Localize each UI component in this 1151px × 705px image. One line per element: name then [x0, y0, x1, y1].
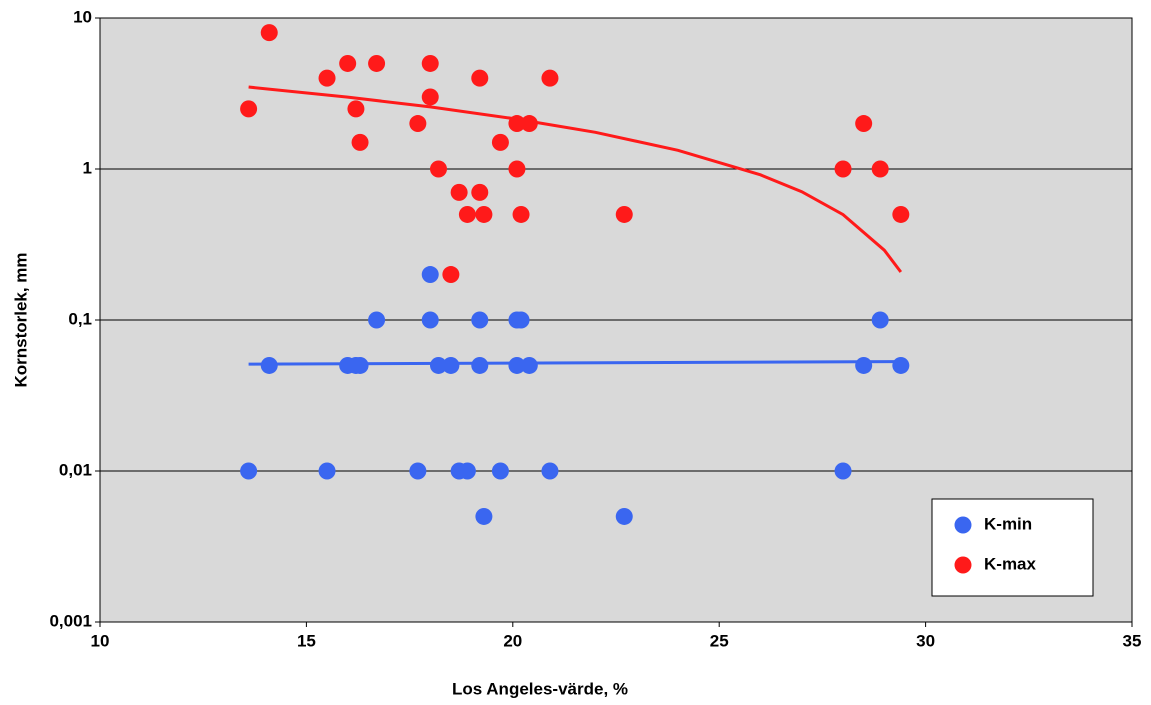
- point: [260, 356, 278, 374]
- y-tick-label: 10: [73, 7, 92, 26]
- point: [855, 115, 873, 133]
- point: [368, 311, 386, 329]
- legend-label: K-min: [984, 514, 1032, 533]
- point: [512, 311, 530, 329]
- point: [508, 115, 526, 133]
- point: [475, 205, 493, 223]
- point: [318, 69, 336, 87]
- point: [409, 115, 427, 133]
- point: [421, 88, 439, 106]
- y-tick-label: 0,01: [59, 460, 92, 479]
- x-tick-label: 25: [710, 631, 729, 650]
- point: [615, 205, 633, 223]
- x-tick-label: 10: [91, 631, 110, 650]
- point: [409, 462, 427, 480]
- point: [491, 462, 509, 480]
- legend-marker: [954, 556, 972, 574]
- point: [471, 356, 489, 374]
- point: [834, 462, 852, 480]
- point: [541, 69, 559, 87]
- point: [508, 160, 526, 178]
- legend-label: K-max: [984, 554, 1037, 573]
- point: [508, 356, 526, 374]
- point: [442, 356, 460, 374]
- point: [240, 100, 258, 118]
- point: [351, 133, 369, 151]
- point: [520, 115, 538, 133]
- point: [834, 160, 852, 178]
- point: [541, 462, 559, 480]
- point: [450, 183, 468, 201]
- x-tick-label: 20: [503, 631, 522, 650]
- point: [368, 54, 386, 72]
- x-tick-label: 35: [1123, 631, 1142, 650]
- point: [871, 311, 889, 329]
- legend-marker: [954, 516, 972, 534]
- point: [475, 507, 493, 525]
- point: [520, 356, 538, 374]
- point: [871, 160, 889, 178]
- point: [458, 462, 476, 480]
- point: [421, 311, 439, 329]
- y-axis-title: Kornstorlek, mm: [11, 252, 30, 387]
- point: [351, 356, 369, 374]
- x-tick-label: 15: [297, 631, 316, 650]
- point: [347, 100, 365, 118]
- plot-border: [99, 17, 1133, 623]
- point: [260, 24, 278, 42]
- x-axis-title: Los Angeles-värde, %: [452, 679, 628, 698]
- point: [471, 69, 489, 87]
- x-tick-label: 30: [916, 631, 935, 650]
- point: [892, 205, 910, 223]
- point: [892, 356, 910, 374]
- point: [339, 54, 357, 72]
- point: [855, 356, 873, 374]
- point: [491, 133, 509, 151]
- point: [471, 311, 489, 329]
- point: [421, 54, 439, 72]
- y-tick-label: 0,1: [68, 309, 92, 328]
- point: [429, 160, 447, 178]
- point: [471, 183, 489, 201]
- point: [615, 507, 633, 525]
- point: [512, 205, 530, 223]
- point: [442, 266, 460, 284]
- y-tick-label: 1: [83, 158, 92, 177]
- point: [318, 462, 336, 480]
- point: [429, 356, 447, 374]
- y-tick-label: 0,001: [49, 611, 92, 630]
- trendline: [248, 85, 903, 273]
- legend-box: [931, 498, 1094, 597]
- point: [458, 205, 476, 223]
- point: [240, 462, 258, 480]
- point: [421, 266, 439, 284]
